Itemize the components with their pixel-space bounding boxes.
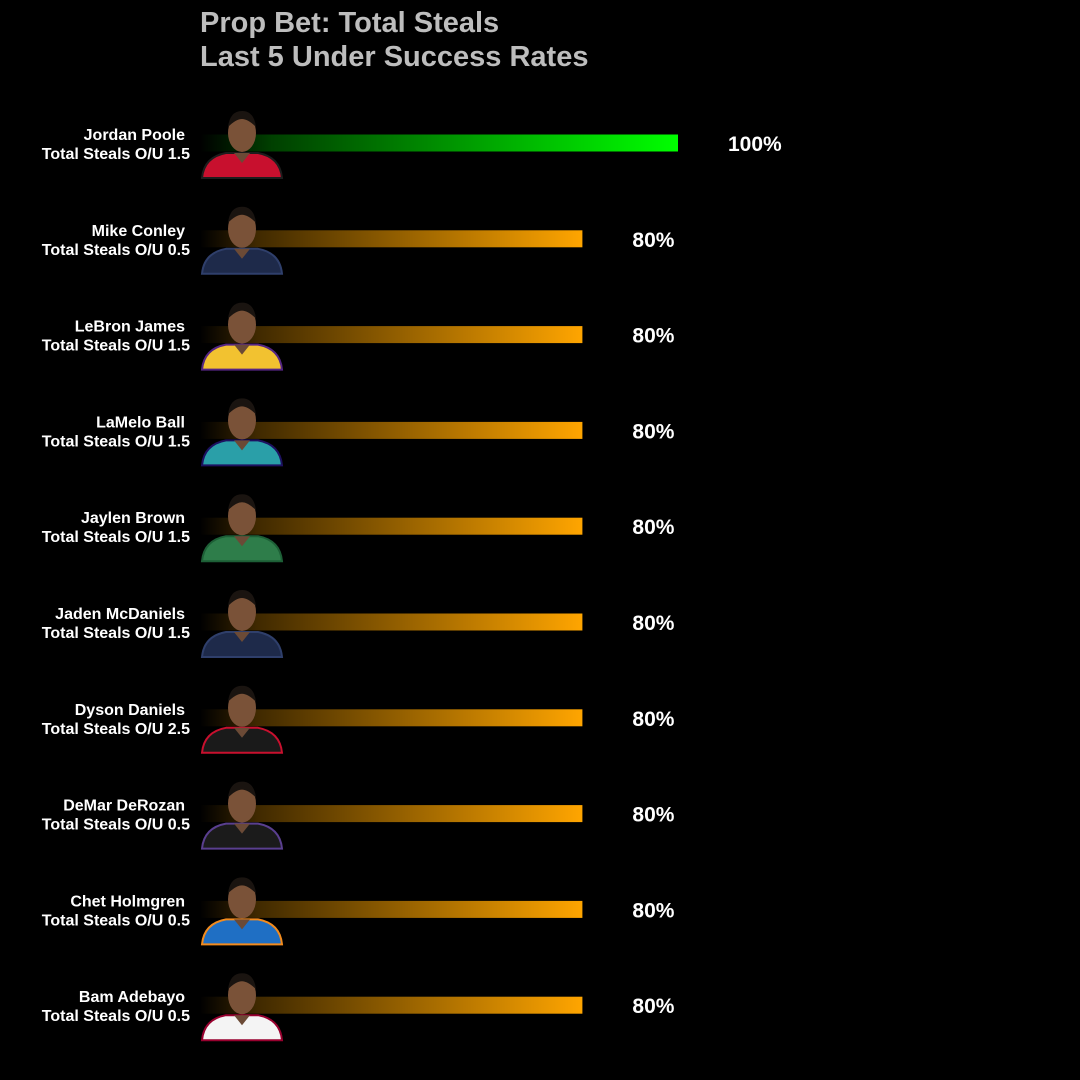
bet-line-label: Total Steals O/U 1.5	[42, 146, 190, 163]
bar-row: LeBron James Total Steals O/U 1.5 80%	[42, 302, 675, 371]
player-avatar	[200, 302, 284, 371]
player-name-label: LeBron James	[75, 319, 185, 336]
bar-row: Chet Holmgren Total Steals O/U 0.5 80%	[42, 877, 675, 946]
player-name-label: Jordan Poole	[84, 127, 185, 144]
value-label: 80%	[632, 229, 674, 252]
bet-line-label: Total Steals O/U 1.5	[42, 338, 190, 355]
value-label: 100%	[728, 133, 782, 156]
bar	[200, 709, 583, 727]
player-name-label: LaMelo Ball	[96, 414, 185, 431]
player-name-label: DeMar DeRozan	[63, 798, 185, 815]
bet-line-label: Total Steals O/U 1.5	[42, 433, 190, 450]
chart-title-block: Prop Bet: Total Steals Last 5 Under Succ…	[200, 6, 588, 74]
player-avatar	[200, 111, 284, 179]
player-name-label: Dyson Daniels	[75, 702, 185, 719]
player-avatar	[200, 590, 284, 658]
bar	[200, 517, 583, 535]
bar	[200, 134, 678, 152]
player-avatar	[200, 685, 284, 754]
player-name-label: Mike Conley	[92, 223, 185, 240]
value-label: 80%	[632, 804, 674, 827]
player-avatar	[200, 877, 284, 946]
player-avatar	[200, 781, 284, 850]
value-label: 80%	[632, 708, 674, 731]
bet-line-label: Total Steals O/U 1.5	[42, 625, 190, 642]
bar-row: Jordan Poole Total Steals O/U 1.5 100%	[42, 111, 782, 179]
bar-row: DeMar DeRozan Total Steals O/U 0.5 80%	[42, 781, 675, 850]
value-label: 80%	[632, 420, 674, 443]
player-name-label: Jaylen Brown	[81, 510, 185, 527]
bet-line-label: Total Steals O/U 2.5	[42, 721, 190, 738]
bar	[200, 613, 583, 631]
value-label: 80%	[632, 995, 674, 1018]
player-name-label: Jaden McDaniels	[55, 606, 185, 623]
player-avatar	[200, 973, 284, 1042]
value-label: 80%	[632, 516, 674, 539]
value-label: 80%	[632, 612, 674, 635]
bar	[200, 996, 583, 1014]
player-avatar	[200, 206, 284, 275]
player-name-label: Bam Adebayo	[79, 989, 185, 1006]
player-avatar	[200, 494, 284, 563]
bar-row: Jaylen Brown Total Steals O/U 1.5 80%	[42, 494, 675, 563]
bar	[200, 421, 583, 439]
bar-row: Mike Conley Total Steals O/U 0.5 80%	[42, 206, 675, 275]
bet-line-label: Total Steals O/U 1.5	[42, 529, 190, 546]
bet-line-label: Total Steals O/U 0.5	[42, 817, 190, 834]
player-avatar	[200, 398, 284, 467]
player-name-label: Chet Holmgren	[70, 893, 185, 910]
bar-row: Jaden McDaniels Total Steals O/U 1.5 80%	[42, 590, 675, 658]
bet-line-label: Total Steals O/U 0.5	[42, 242, 190, 259]
bar	[200, 326, 583, 344]
chart-title: Prop Bet: Total Steals	[200, 7, 500, 39]
bar	[200, 805, 583, 823]
bar-row: LaMelo Ball Total Steals O/U 1.5 80%	[42, 398, 675, 467]
bet-line-label: Total Steals O/U 0.5	[42, 912, 190, 929]
bet-line-label: Total Steals O/U 0.5	[42, 1008, 190, 1025]
bar	[200, 900, 583, 918]
value-label: 80%	[632, 899, 674, 922]
bar	[200, 230, 583, 248]
bar-row: Dyson Daniels Total Steals O/U 2.5 80%	[42, 685, 675, 754]
value-label: 80%	[632, 325, 674, 348]
bar-row: Bam Adebayo Total Steals O/U 0.5 80%	[42, 973, 675, 1042]
chart-subtitle: Last 5 Under Success Rates	[200, 41, 589, 73]
